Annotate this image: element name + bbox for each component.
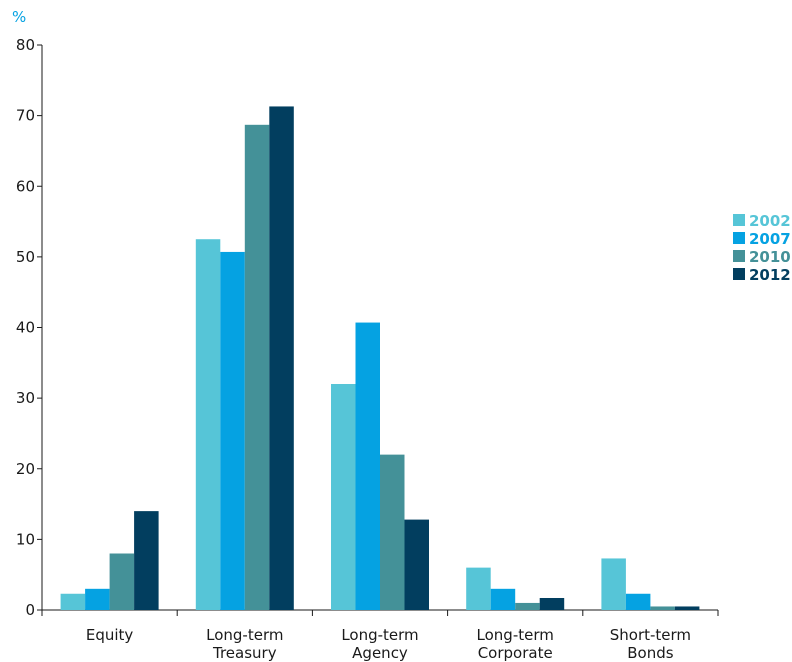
bar-2002-4	[601, 558, 626, 610]
legend-label: 2012	[749, 266, 791, 284]
y-tick-label: 50	[16, 248, 35, 266]
bar-2002-1	[195, 239, 221, 610]
x-category-label: Equity	[86, 626, 134, 644]
y-tick-label: 20	[16, 460, 35, 478]
y-axis: 0 10 20 30 40 50 60 70 80	[16, 36, 43, 619]
bar-2012-0	[134, 511, 159, 610]
x-category-label: Corporate	[478, 644, 553, 662]
x-category-label: Long-term	[477, 626, 554, 644]
bar-2010-0	[109, 553, 135, 610]
bar-2010-3	[515, 602, 540, 610]
bar-2012-1	[269, 106, 294, 610]
bar-2002-2	[331, 384, 356, 610]
bar-2007-4	[625, 593, 651, 610]
y-tick-label: 60	[16, 177, 35, 195]
bar-2007-2	[355, 322, 380, 610]
bar-2007-1	[220, 251, 245, 610]
bars	[60, 106, 700, 611]
bar-2002-0	[60, 593, 86, 610]
y-tick-label: 10	[16, 530, 35, 548]
y-tick-label: 30	[16, 389, 35, 407]
bar-2002-3	[466, 567, 491, 610]
bar-2007-0	[85, 588, 110, 610]
bar-2012-4	[674, 606, 700, 610]
legend-label: 2007	[749, 230, 791, 248]
bar-2010-1	[244, 124, 270, 611]
legend-swatch	[733, 232, 745, 244]
y-tick-label: 70	[16, 107, 35, 125]
bar-2010-4	[650, 606, 675, 610]
y-tick-label: 80	[16, 36, 35, 54]
legend-label: 2010	[749, 248, 791, 266]
legend-label: 2002	[749, 212, 791, 230]
x-category-label: Long-term	[206, 626, 283, 644]
legend-swatch	[733, 268, 745, 280]
x-axis: Equity Long-termTreasuryLong-termAgencyLo…	[41, 609, 719, 662]
bar-2012-2	[404, 519, 429, 610]
legend-swatch	[733, 250, 745, 262]
y-unit-label: %	[12, 8, 26, 26]
y-tick-label: 40	[16, 319, 35, 337]
x-category-label: Short-term	[610, 626, 691, 644]
bar-2007-3	[490, 588, 516, 610]
y-tick-label: 0	[25, 601, 35, 619]
x-category-label: Long-term	[341, 626, 418, 644]
x-category-label: Bonds	[627, 644, 673, 662]
bar-2012-3	[539, 597, 565, 610]
bar-2010-2	[380, 454, 405, 610]
x-category-label: Agency	[352, 644, 408, 662]
legend-swatch	[733, 214, 745, 226]
x-category-label: Treasury	[212, 644, 277, 662]
